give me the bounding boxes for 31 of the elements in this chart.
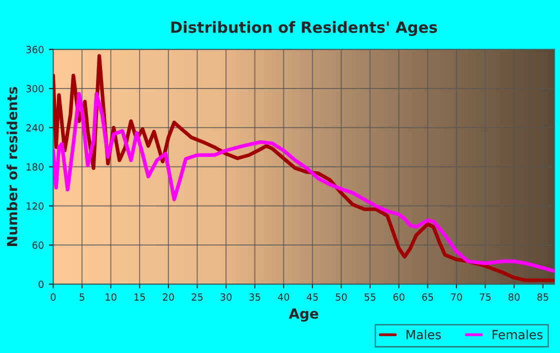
x-tick-label: 70	[451, 293, 462, 301]
y-axis-title: Number of residents	[6, 87, 18, 246]
y-tick-label: 60	[32, 242, 44, 249]
x-tick-label: 80	[508, 293, 520, 301]
x-tick-label: 50	[336, 293, 347, 301]
x-tick-label: 85	[537, 293, 548, 301]
x-axis-title: Age	[288, 308, 318, 322]
legend-label: Males	[406, 330, 441, 340]
x-tick-label: 60	[393, 293, 404, 301]
x-tick-label: 40	[278, 293, 290, 301]
chart-title: Distribution of Residents' Ages	[171, 21, 437, 36]
x-tick-label: 75	[480, 293, 491, 301]
y-tick-label: 300	[26, 85, 44, 92]
x-tick-label: 65	[422, 293, 433, 301]
y-tick-label: 360	[26, 46, 44, 54]
x-tick-label: 45	[306, 293, 318, 301]
y-tick-label: 240	[26, 124, 44, 132]
x-tick-label: 20	[162, 293, 174, 301]
x-tick-label: 35	[249, 293, 260, 301]
x-tick-label: 5	[80, 293, 84, 301]
line-series	[53, 92, 554, 273]
x-tick-label: 55	[364, 293, 376, 301]
x-tick-label: 30	[220, 293, 232, 301]
y-tick-label: 120	[26, 202, 44, 210]
x-tick-label: 15	[134, 293, 145, 301]
y-tick-label: 180	[26, 163, 44, 171]
x-tick-label: 25	[192, 293, 203, 301]
x-tick-label: 10	[106, 293, 116, 301]
y-tick-label: 0	[38, 280, 44, 288]
legend-label: Females	[492, 330, 543, 340]
x-tick-label: 0	[50, 293, 56, 301]
